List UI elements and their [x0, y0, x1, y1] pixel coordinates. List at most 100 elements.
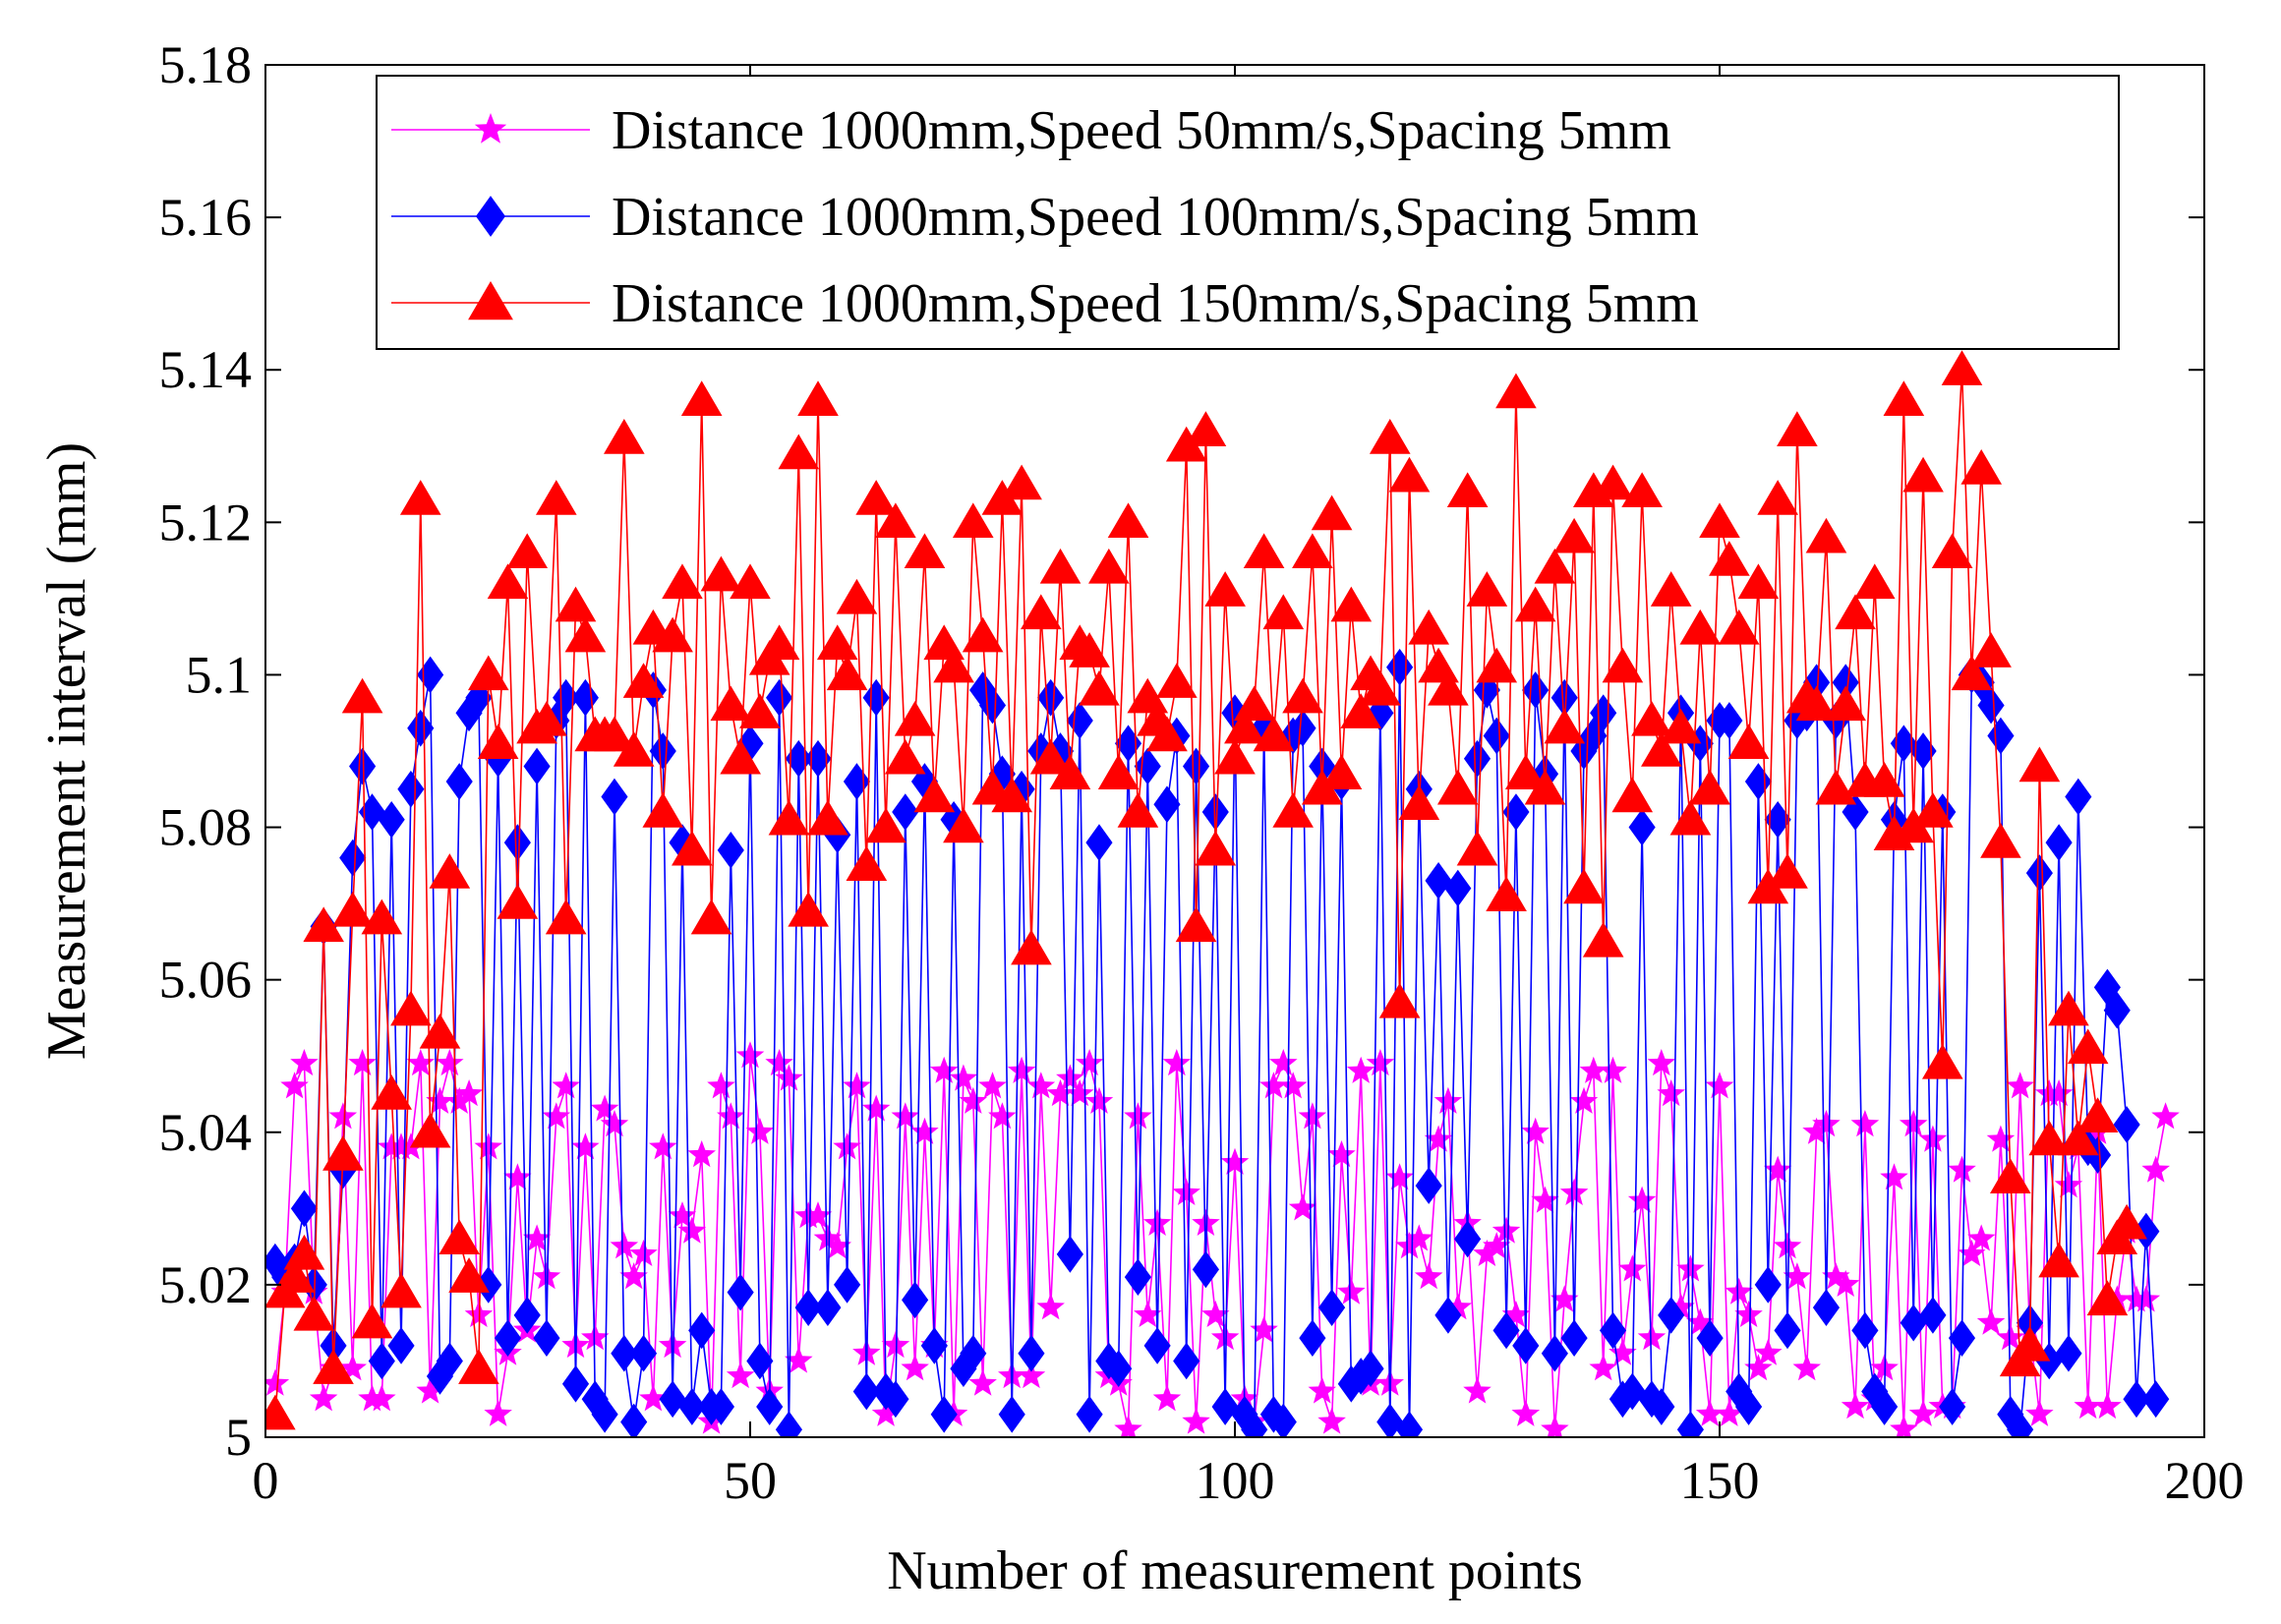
data-point [1621, 472, 1663, 508]
data-point [1631, 700, 1672, 736]
data-point [2103, 991, 2131, 1029]
data-point [1272, 792, 1314, 828]
data-point [1522, 671, 1550, 709]
data-point [735, 1041, 765, 1069]
data-point [1039, 548, 1082, 584]
data-point [1320, 754, 1363, 789]
data-point [913, 777, 956, 813]
data-point [406, 1049, 435, 1076]
data-point [494, 1319, 522, 1358]
data-point [601, 778, 628, 816]
data-point [1317, 1407, 1346, 1434]
data-point [746, 1342, 774, 1380]
data-point [2093, 968, 2121, 1007]
data-point [552, 1072, 580, 1099]
data-point [1211, 1388, 1239, 1425]
data-point [894, 700, 936, 736]
data-point [727, 1273, 754, 1311]
data-point [1492, 1311, 1520, 1350]
data-point [1899, 1110, 1928, 1137]
data-point [1473, 1239, 1501, 1266]
x-tick-label: 100 [1196, 1451, 1275, 1510]
legend-entry: Distance 1000mm,Speed 150mm/s,Spacing 5m… [391, 273, 1699, 334]
data-point [1360, 669, 1401, 706]
data-point [1153, 785, 1181, 824]
data-point [991, 777, 1033, 813]
data-point [1689, 769, 1730, 805]
data-point [1521, 1117, 1550, 1144]
data-point [1705, 1072, 1734, 1099]
data-point [1511, 1399, 1541, 1426]
data-point [1415, 1167, 1442, 1204]
data-point [1476, 647, 1518, 683]
data-point [600, 1110, 629, 1137]
data-point [1967, 1224, 1996, 1251]
data-point [1669, 799, 1712, 836]
data-point [834, 1266, 861, 1304]
data-point [659, 1380, 686, 1419]
y-tick-label: 5.06 [159, 951, 253, 1010]
legend-entry: Distance 1000mm,Speed 100mm/s,Spacing 5m… [391, 187, 1699, 248]
data-point [1369, 419, 1411, 454]
data-point [1454, 1220, 1482, 1258]
data-point [1660, 708, 1702, 744]
data-point [1134, 1300, 1162, 1327]
data-point [1076, 1395, 1103, 1433]
data-point [2045, 824, 2073, 861]
data-point [892, 793, 919, 831]
data-point [1075, 1049, 1104, 1076]
data-point [1579, 1056, 1608, 1083]
data-point [1085, 824, 1113, 861]
y-tick-label: 5.02 [159, 1255, 253, 1314]
data-point [1428, 669, 1469, 706]
data-point [265, 1394, 296, 1430]
data-point [1020, 594, 1062, 630]
data-point [1795, 685, 1838, 722]
data-point [960, 1334, 987, 1372]
data-point [814, 1289, 842, 1327]
data-point [407, 709, 435, 747]
legend-label: Distance 1000mm,Speed 50mm/s,Spacing 5mm [612, 100, 1671, 161]
data-point [1754, 1338, 1783, 1365]
data-point [1512, 1327, 1540, 1364]
data-point [351, 1303, 393, 1339]
data-point [1841, 1392, 1870, 1420]
data-point [1097, 754, 1140, 789]
data-point [1831, 1269, 1860, 1297]
data-point [1637, 1323, 1667, 1351]
data-point [1599, 1056, 1627, 1083]
data-point [1253, 716, 1295, 752]
data-point [930, 1395, 958, 1433]
data-point [1250, 1315, 1278, 1343]
data-point [891, 1102, 919, 1130]
data-point [1388, 456, 1431, 493]
data-point [1628, 808, 1656, 846]
data-point [1408, 609, 1450, 645]
data-point [680, 380, 723, 416]
data-point [629, 1334, 658, 1372]
data-point [788, 891, 829, 927]
y-tick-label: 5.14 [159, 340, 253, 399]
data-point [303, 906, 344, 943]
data-point [1763, 1155, 1792, 1183]
data-point [564, 616, 607, 653]
data-point [1863, 762, 1905, 797]
legend-label: Distance 1000mm,Speed 150mm/s,Spacing 5m… [612, 273, 1699, 334]
data-point [283, 1234, 325, 1270]
data-point [846, 845, 888, 882]
data-point [943, 807, 984, 843]
data-point [1883, 380, 1925, 416]
data-point [613, 731, 655, 767]
data-point [882, 1380, 909, 1419]
data-point [526, 700, 567, 736]
data-point [1725, 1277, 1753, 1305]
data-point [545, 899, 587, 935]
data-point [503, 1163, 532, 1190]
data-point [998, 1395, 1025, 1433]
data-point [1491, 1216, 1521, 1244]
data-point [1744, 1354, 1773, 1381]
data-point [1224, 708, 1265, 744]
data-point [1890, 1415, 1918, 1437]
data-point [1046, 1079, 1075, 1107]
data-point [532, 1262, 561, 1290]
